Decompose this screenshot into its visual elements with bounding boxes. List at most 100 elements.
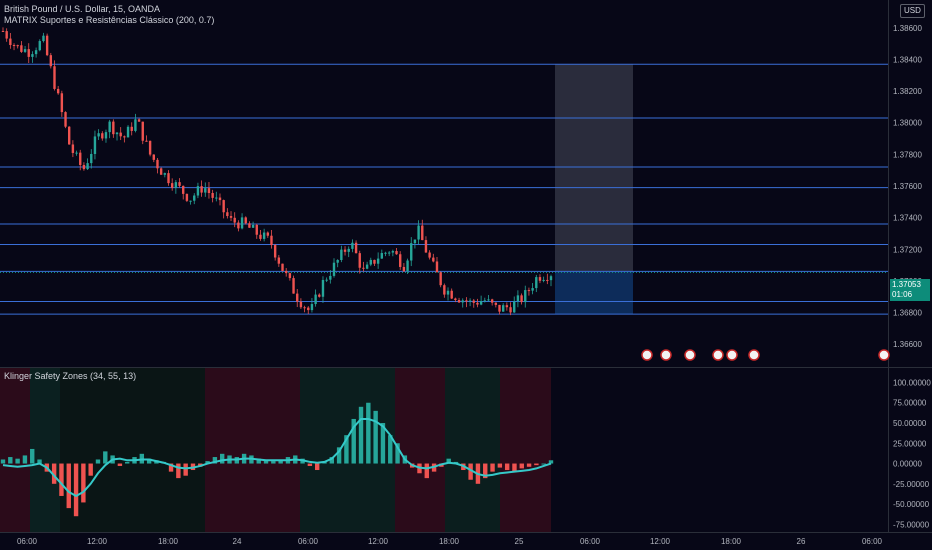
candle-body bbox=[134, 119, 137, 131]
candle-body bbox=[42, 35, 45, 42]
price-axis-label: 1.38000 bbox=[893, 119, 922, 128]
histogram-bar bbox=[51, 463, 57, 484]
candle-body bbox=[421, 225, 424, 241]
candle-body bbox=[255, 224, 258, 235]
candle-body bbox=[90, 153, 93, 164]
candle-body bbox=[115, 132, 119, 135]
indicator-title[interactable]: MATRIX Suportes e Resistências Clássico … bbox=[4, 15, 215, 25]
time-axis-label: 25 bbox=[515, 537, 524, 546]
currency-button[interactable]: USD bbox=[900, 4, 925, 18]
candle-body bbox=[204, 188, 207, 193]
candle-body bbox=[284, 270, 288, 274]
candle-body bbox=[178, 182, 181, 186]
event-marker-icon bbox=[684, 349, 696, 361]
oscillator-title[interactable]: Klinger Safety Zones (34, 55, 13) bbox=[4, 371, 137, 381]
candle-body bbox=[490, 299, 494, 303]
candle-body bbox=[240, 217, 244, 229]
candle-body bbox=[439, 272, 442, 286]
histogram-bar bbox=[497, 463, 503, 468]
candle-body bbox=[310, 304, 314, 311]
oscillator-axis-label: -75.00000 bbox=[893, 520, 930, 529]
time-axis-label: 18:00 bbox=[439, 537, 460, 546]
oscillator-axis-label: 0.00000 bbox=[893, 460, 922, 469]
candle-body bbox=[152, 154, 155, 160]
candle-body bbox=[104, 132, 108, 139]
candle-body bbox=[244, 217, 247, 224]
candle-body bbox=[23, 49, 27, 52]
oscillator-axis-label: 75.00000 bbox=[893, 399, 927, 408]
last-price-value: 1.37053 bbox=[892, 280, 921, 289]
histogram-bar bbox=[541, 463, 546, 465]
oscillator-axis-label: 50.00000 bbox=[893, 419, 927, 428]
histogram-bar bbox=[176, 463, 181, 479]
price-axis-label: 1.37600 bbox=[893, 182, 922, 191]
histogram-bar bbox=[307, 463, 313, 466]
candle-body bbox=[163, 173, 167, 175]
candle-body bbox=[417, 225, 420, 240]
candle-body bbox=[97, 133, 100, 137]
candle-body bbox=[524, 290, 527, 303]
histogram-bar bbox=[468, 463, 473, 480]
histogram-bar bbox=[81, 463, 86, 503]
symbol-title[interactable]: British Pound / U.S. Dollar, 15, OANDA bbox=[4, 4, 161, 14]
candle-body bbox=[130, 126, 133, 131]
event-marker-icon bbox=[660, 349, 672, 361]
candle-body bbox=[101, 133, 104, 139]
candle-body bbox=[428, 252, 431, 258]
histogram-bar bbox=[220, 453, 225, 464]
histogram-bar bbox=[183, 463, 188, 476]
candle-body bbox=[259, 234, 262, 239]
candle-body bbox=[200, 186, 203, 193]
candle-body bbox=[542, 279, 545, 281]
candle-body bbox=[395, 251, 398, 255]
time-axis-label: 18:00 bbox=[721, 537, 742, 546]
candle-body bbox=[399, 254, 402, 267]
candle-body bbox=[461, 300, 464, 303]
histogram-bar bbox=[512, 463, 517, 472]
time-axis-label: 06:00 bbox=[580, 537, 601, 546]
time-axis-label: 26 bbox=[797, 537, 806, 546]
candle-body bbox=[218, 197, 222, 201]
candle-body bbox=[307, 307, 310, 311]
candle-body bbox=[53, 66, 56, 89]
histogram-bar bbox=[504, 463, 510, 471]
time-axis-label: 12:00 bbox=[368, 537, 389, 546]
candle-body bbox=[68, 126, 71, 145]
candle-body bbox=[12, 45, 16, 47]
oscillator-axis-label: -50.00000 bbox=[893, 500, 930, 509]
candle-body bbox=[215, 197, 218, 199]
time-axis-label: 06:00 bbox=[862, 537, 883, 546]
projection-zone-upper bbox=[555, 64, 633, 272]
price-axis-label: 1.37800 bbox=[893, 150, 922, 159]
candle-body bbox=[387, 252, 391, 254]
candle-body bbox=[123, 136, 126, 138]
price-axis-label: 1.38600 bbox=[893, 24, 922, 33]
time-axis-label: 12:00 bbox=[650, 537, 671, 546]
candle-body bbox=[292, 278, 295, 294]
candle-body bbox=[137, 119, 141, 122]
candle-body bbox=[362, 267, 365, 269]
oscillator-zone-band bbox=[0, 368, 30, 532]
event-marker-icon bbox=[878, 349, 890, 361]
candle-body bbox=[535, 277, 538, 289]
candle-body bbox=[413, 239, 417, 244]
candle-body bbox=[145, 140, 148, 142]
candle-body bbox=[251, 224, 255, 228]
histogram-bar bbox=[395, 443, 400, 464]
time-axis-label: 06:00 bbox=[17, 537, 38, 546]
candle-body bbox=[248, 223, 251, 228]
candle-body bbox=[222, 200, 225, 213]
candle-body bbox=[185, 193, 189, 201]
event-marker-icon bbox=[712, 349, 724, 361]
histogram-bar bbox=[73, 463, 79, 517]
event-marker-icon bbox=[641, 349, 653, 361]
candle-body bbox=[391, 251, 395, 253]
candle-body bbox=[406, 260, 409, 272]
candle-body bbox=[531, 288, 534, 291]
candle-body bbox=[237, 222, 240, 229]
histogram-bar bbox=[314, 463, 320, 471]
candle-body bbox=[170, 183, 174, 188]
histogram-bar bbox=[37, 459, 42, 464]
candle-body bbox=[505, 305, 509, 308]
